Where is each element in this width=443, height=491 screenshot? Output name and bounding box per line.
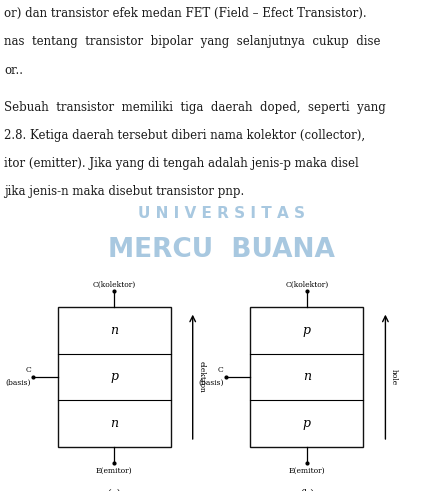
- Text: C: C: [25, 366, 31, 375]
- Text: or) dan transistor efek medan FET (Field – Efect Transistor).: or) dan transistor efek medan FET (Field…: [4, 7, 367, 20]
- Text: n: n: [110, 417, 118, 430]
- Bar: [58, 307, 171, 447]
- Text: Sebuah  transistor  memiliki  tiga  daerah  doped,  seperti  yang: Sebuah transistor memiliki tiga daerah d…: [4, 101, 386, 113]
- Text: C(kolektor): C(kolektor): [285, 281, 328, 289]
- Text: C: C: [218, 366, 224, 375]
- Text: p: p: [303, 324, 311, 337]
- Bar: [250, 307, 363, 447]
- Text: itor (emitter). Jika yang di tengah adalah jenis-p maka disel: itor (emitter). Jika yang di tengah adal…: [4, 157, 359, 169]
- Text: or..: or..: [4, 64, 23, 77]
- Text: p: p: [303, 417, 311, 430]
- Text: n: n: [110, 324, 118, 337]
- Text: n: n: [303, 370, 311, 383]
- Text: E(emitor): E(emitor): [96, 466, 132, 474]
- Text: C(kolektor): C(kolektor): [93, 281, 136, 289]
- Text: p: p: [110, 370, 118, 383]
- Text: MERCU  BUANA: MERCU BUANA: [108, 238, 335, 263]
- Text: (a): (a): [107, 488, 121, 491]
- Text: U N I V E R S I T A S: U N I V E R S I T A S: [138, 206, 305, 221]
- Text: (basis): (basis): [5, 380, 31, 387]
- Text: nas  tentang  transistor  bipolar  yang  selanjutnya  cukup  dise: nas tentang transistor bipolar yang sela…: [4, 35, 381, 48]
- Text: hole: hole: [390, 369, 398, 385]
- Text: (b): (b): [300, 488, 314, 491]
- Text: jika jenis-n maka disebut transistor pnp.: jika jenis-n maka disebut transistor pnp…: [4, 185, 245, 197]
- Text: 2.8. Ketiga daerah tersebut diberi nama kolektor (collector),: 2.8. Ketiga daerah tersebut diberi nama …: [4, 129, 365, 141]
- Text: (basis): (basis): [198, 380, 224, 387]
- Text: E(emitor): E(emitor): [288, 466, 325, 474]
- Text: elektron: elektron: [198, 361, 206, 393]
